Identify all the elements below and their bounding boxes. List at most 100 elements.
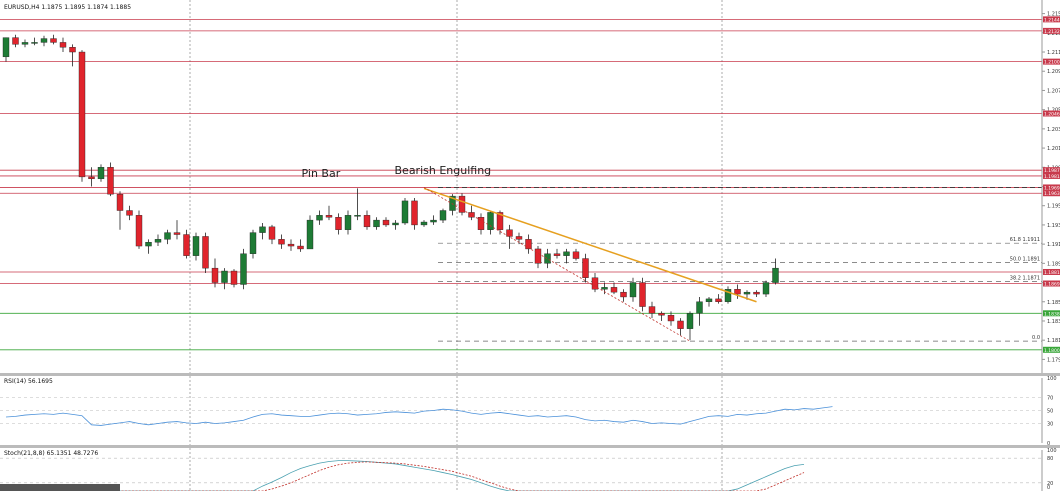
level-tag-label: 1.2046 bbox=[1044, 112, 1060, 118]
candle-body bbox=[211, 267, 219, 283]
candle-body bbox=[392, 222, 399, 226]
candle-body bbox=[287, 243, 295, 247]
candle-body bbox=[762, 282, 770, 295]
level-tag-label: 1.1981 bbox=[1044, 174, 1060, 180]
price-tick-label: 1.183 bbox=[1047, 319, 1060, 325]
stoch-axis: 100 80 200 bbox=[1041, 448, 1057, 491]
candle-body bbox=[297, 245, 304, 250]
candle-body bbox=[667, 315, 675, 322]
level-tag-label: 1.2132 bbox=[1044, 29, 1060, 35]
candle-body bbox=[715, 298, 722, 302]
candle-body bbox=[620, 291, 627, 298]
candle-body bbox=[401, 200, 409, 224]
price-tick-label: 1.211 bbox=[1047, 50, 1060, 56]
candle-body bbox=[743, 291, 751, 295]
candle-body bbox=[230, 270, 238, 285]
candle-body bbox=[107, 167, 114, 195]
trendline[interactable] bbox=[423, 187, 757, 303]
level-tag-label: 1.1987 bbox=[1044, 168, 1060, 174]
rsi-line bbox=[5, 406, 833, 426]
level-tag bbox=[1043, 346, 1060, 353]
level-tag-label: 1.1969 bbox=[1044, 185, 1060, 191]
candle-body bbox=[420, 221, 428, 226]
candle-body bbox=[639, 282, 646, 307]
candle-body bbox=[306, 219, 314, 250]
candle-body bbox=[249, 232, 257, 254]
level-tag bbox=[1043, 184, 1060, 191]
price-tick-label: 1.193 bbox=[1047, 223, 1060, 229]
candle-body bbox=[373, 219, 380, 228]
rsi-tick-label: 0 bbox=[1047, 441, 1050, 447]
candle-body bbox=[515, 236, 523, 240]
candle-body bbox=[164, 232, 171, 240]
candle-body bbox=[629, 282, 637, 298]
candle-body bbox=[430, 219, 437, 223]
level-tag-label: 1.1881 bbox=[1044, 270, 1060, 276]
candle-body bbox=[572, 251, 580, 259]
candle-body bbox=[173, 232, 181, 235]
candle-body bbox=[192, 236, 200, 256]
rsi-panel[interactable]: RSI(14) 56.1695 100 70 50 30 0 bbox=[0, 376, 1057, 447]
price-tick-label: 1.181 bbox=[1047, 338, 1060, 344]
candle-body bbox=[259, 226, 266, 233]
rsi-tick-label: 70 bbox=[1047, 396, 1053, 402]
candle-body bbox=[468, 212, 475, 218]
candle-body bbox=[145, 242, 152, 247]
candle-body bbox=[458, 195, 466, 213]
candle-body bbox=[2, 37, 10, 58]
price-tick-label: 1.203 bbox=[1047, 127, 1060, 133]
rsi-info: RSI(14) 56.1695 bbox=[4, 378, 53, 385]
stoch-tick-label: 80 bbox=[1047, 456, 1053, 462]
stoch-panel[interactable]: Stoch(21,8,8) 65.1351 48.7276 100 80 200 bbox=[0, 448, 1057, 491]
level-tag bbox=[1043, 167, 1060, 174]
candle-body bbox=[126, 210, 133, 216]
candle-body bbox=[506, 229, 513, 237]
level-tag-label: 1.1800 bbox=[1044, 348, 1060, 354]
price-tick-label: 1.179 bbox=[1047, 357, 1060, 363]
candle-body bbox=[487, 212, 494, 230]
fib-level-label: 61.8 1.1911 bbox=[1010, 237, 1040, 243]
candle-body bbox=[582, 258, 589, 278]
candle-body bbox=[734, 289, 741, 295]
fib-level-label: 0.0 bbox=[1032, 335, 1040, 341]
candle-body bbox=[382, 219, 390, 226]
price-tick-label: 1.185 bbox=[1047, 300, 1060, 306]
candle-body bbox=[563, 251, 570, 256]
candle-body bbox=[59, 42, 67, 48]
pin-bar-label: Pin Bar bbox=[302, 167, 341, 180]
level-tag-label: 1.2100 bbox=[1044, 60, 1060, 66]
candle-body bbox=[439, 210, 447, 221]
bottom-tab[interactable] bbox=[0, 484, 120, 491]
candle-body bbox=[753, 291, 760, 295]
bearish-engulfing-label: Bearish Engulfing bbox=[395, 164, 492, 177]
candle-body bbox=[183, 234, 190, 256]
stoch-main-line bbox=[6, 460, 805, 491]
candle-body bbox=[496, 212, 504, 230]
candle-body bbox=[658, 313, 665, 316]
candle-body bbox=[411, 200, 418, 226]
level-tag bbox=[1043, 110, 1060, 117]
candle-body bbox=[78, 51, 86, 178]
candle-body bbox=[221, 270, 228, 283]
candle-body bbox=[40, 38, 48, 43]
candle-body bbox=[534, 248, 542, 264]
candle-body bbox=[477, 217, 485, 230]
level-tag bbox=[1043, 58, 1060, 65]
rsi-tick-label: 100 bbox=[1047, 376, 1057, 382]
candle-body bbox=[544, 253, 551, 264]
price-tick-label: 1.207 bbox=[1047, 88, 1060, 94]
candle-body bbox=[677, 320, 684, 329]
candle-body bbox=[21, 42, 29, 45]
price-tick-label: 1.201 bbox=[1047, 146, 1060, 152]
candle-body bbox=[31, 42, 38, 44]
fibonacci-levels: 61.8 1.1911 50.0 1.1891 38.2 1.1871 0.0 bbox=[438, 187, 1042, 342]
candle-body bbox=[648, 306, 656, 314]
candle-body bbox=[268, 226, 276, 240]
candle-body bbox=[686, 313, 694, 329]
stoch-tick-label: 20 bbox=[1047, 481, 1053, 487]
stoch-info: Stoch(21,8,8) 65.1351 48.7276 bbox=[4, 450, 98, 457]
level-tag bbox=[1043, 27, 1060, 34]
